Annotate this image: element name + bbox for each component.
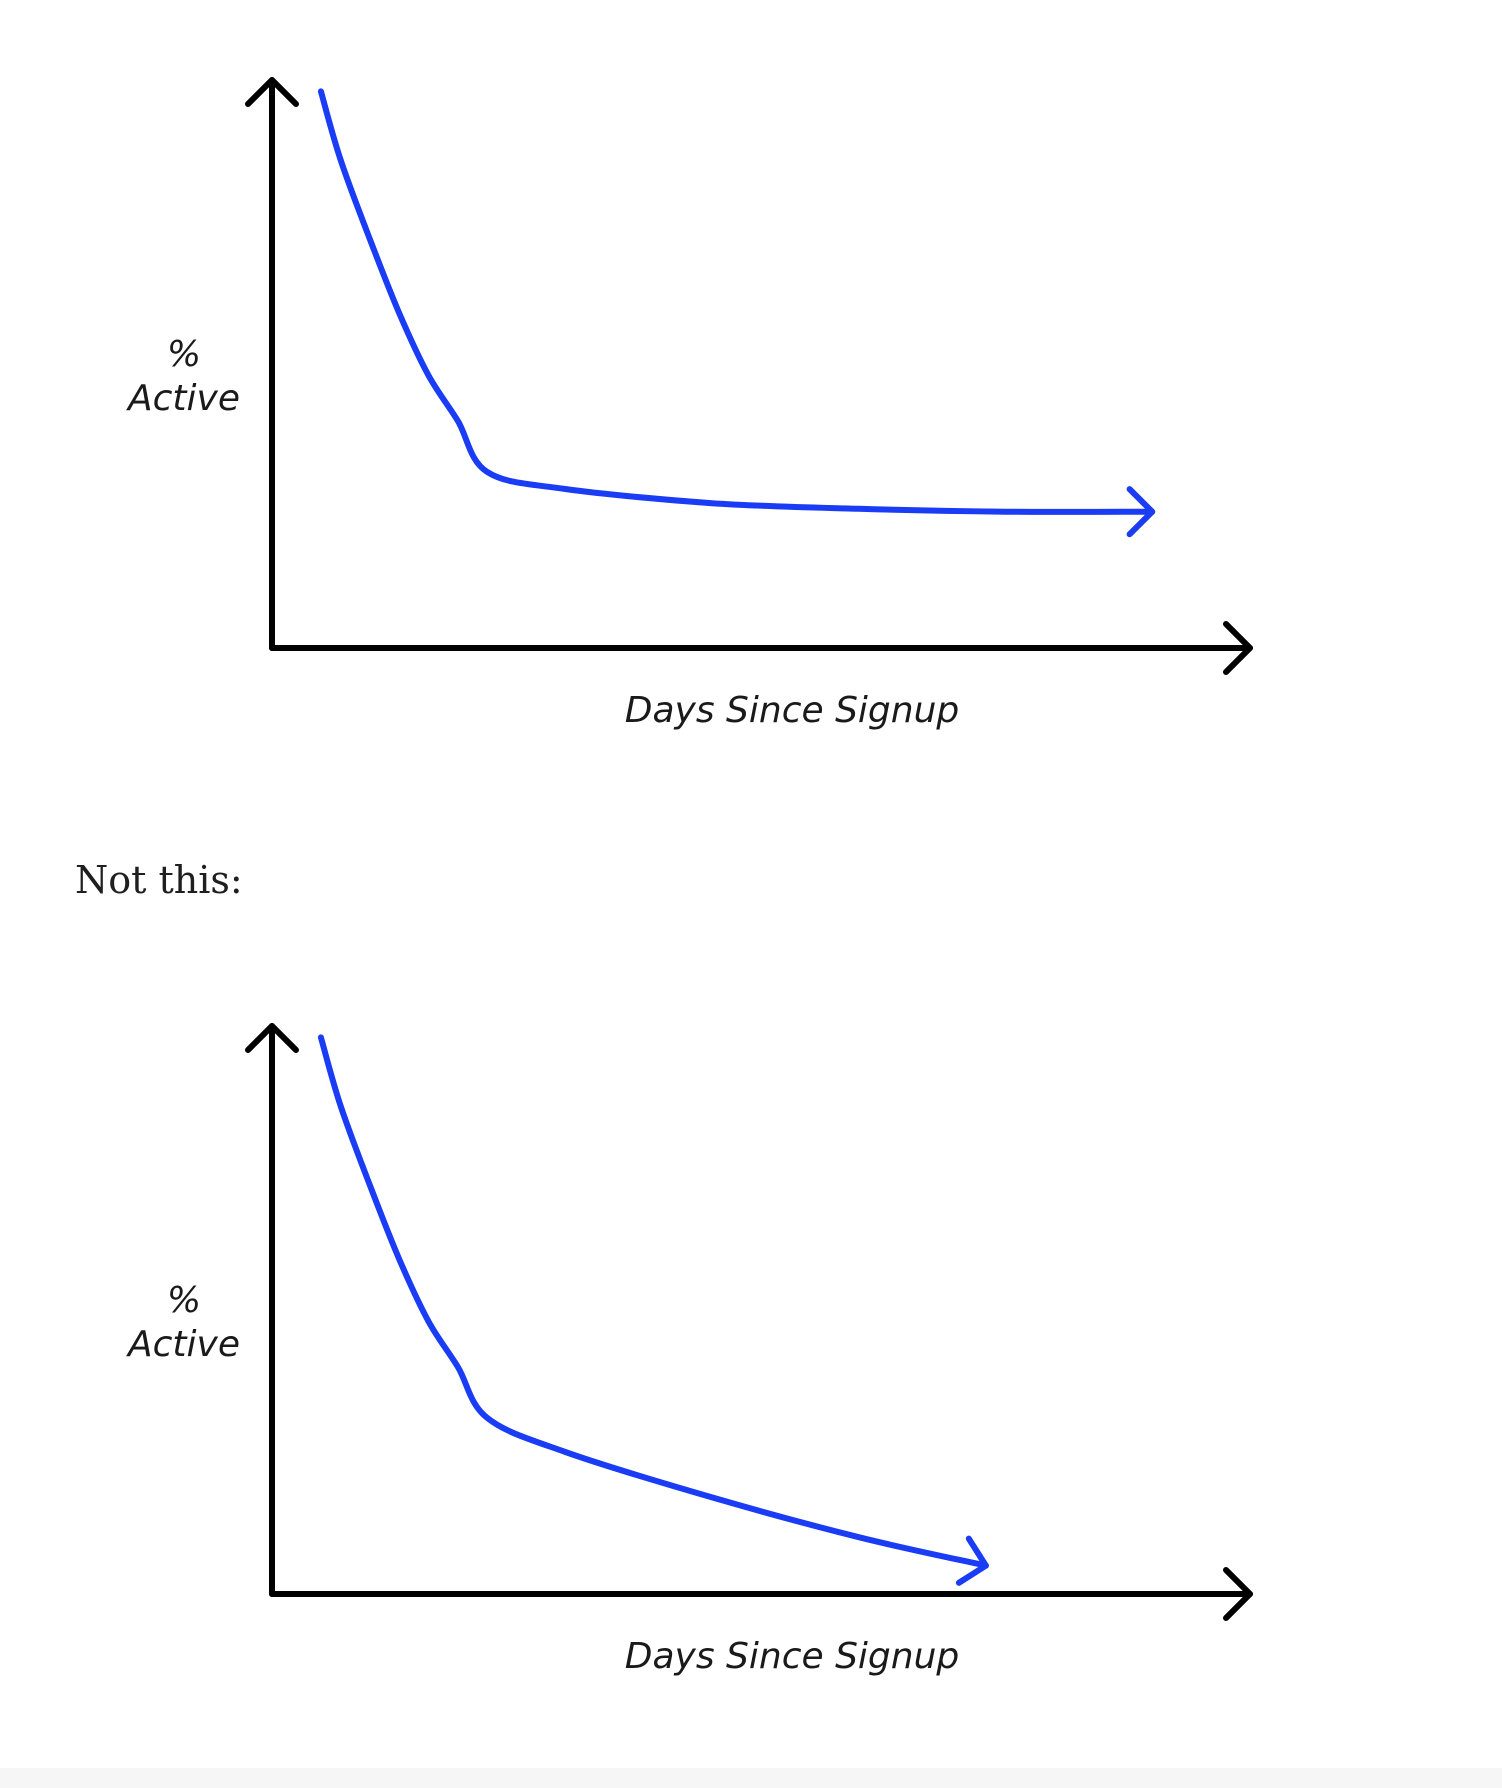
x-axis-label: Days Since Signup	[625, 1636, 960, 1677]
retention-chart-bottom: % Active Days Since Signup	[0, 946, 1502, 1706]
y-axis-label-line2: Active	[126, 1324, 240, 1365]
x-axis-arrowhead	[1223, 1567, 1253, 1621]
retention-chart-top: % Active Days Since Signup	[0, 0, 1502, 760]
chart-canvas: % Active Days Since Signup	[126, 77, 1253, 731]
x-axis-label: Days Since Signup	[625, 690, 960, 731]
retention-curve-arrowhead	[955, 1535, 989, 1586]
y-axis-label-line2: Active	[126, 378, 240, 419]
page-bottom-strip	[0, 1768, 1502, 1788]
caption-text: Not this:	[75, 858, 243, 902]
y-axis-label-line1: %	[167, 1280, 201, 1321]
retention-curve-arrowhead	[1126, 486, 1156, 538]
retention-curve	[317, 1034, 989, 1569]
x-axis-arrowhead	[1223, 621, 1253, 675]
y-axis-label-line1: %	[167, 334, 201, 375]
y-axis-arrowhead	[245, 1023, 299, 1053]
y-axis-arrowhead	[245, 77, 299, 107]
chart-canvas: % Active Days Since Signup	[126, 1023, 1253, 1677]
retention-curve	[317, 88, 1156, 515]
